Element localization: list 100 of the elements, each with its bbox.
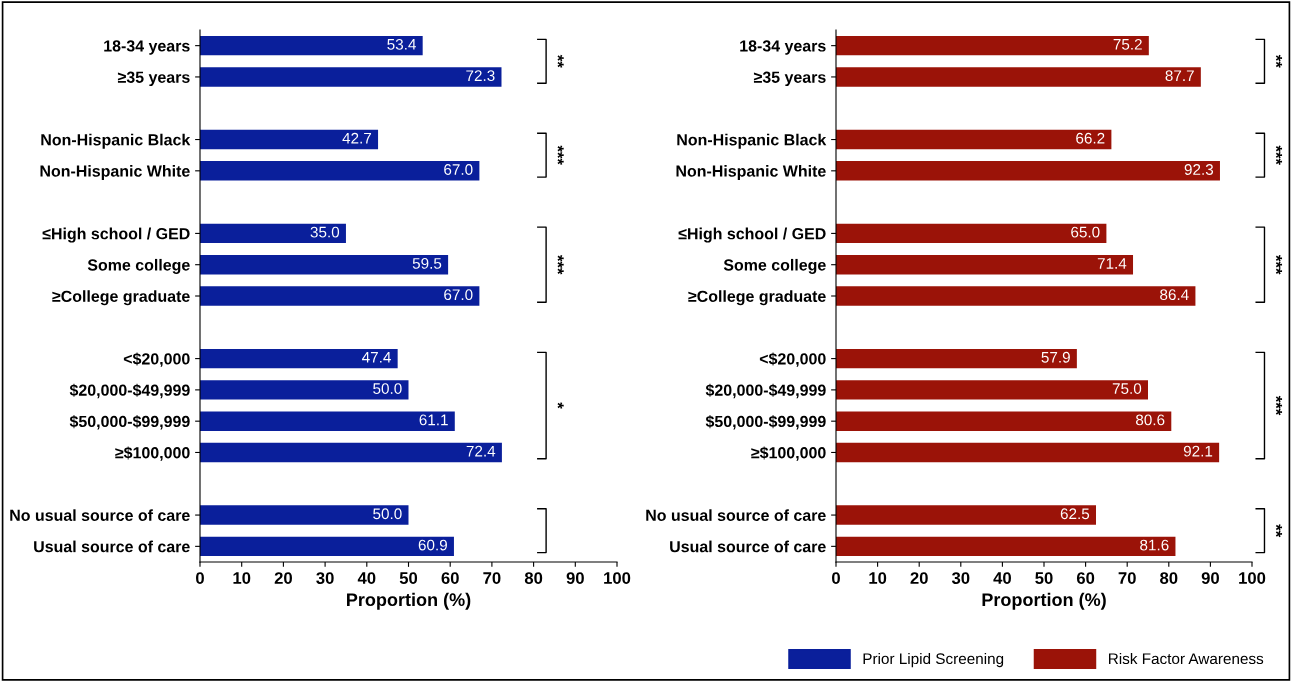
- bar: [200, 161, 480, 181]
- data-label: 42.7: [342, 132, 372, 144]
- x-tick-label: 40: [993, 572, 1011, 584]
- x-tick-label: 40: [357, 572, 376, 584]
- data-label: 61.1: [419, 414, 448, 426]
- bar: [200, 411, 455, 431]
- x-tick-label: 80: [1160, 572, 1178, 584]
- bar: [836, 161, 1220, 181]
- data-label: 66.2: [1076, 132, 1105, 144]
- x-axis-title: Proportion (%): [982, 592, 1106, 610]
- x-tick-label: 30: [316, 572, 334, 584]
- annotation: **: [557, 54, 564, 68]
- bar: [200, 129, 379, 150]
- y-tick-label: Usual source of care: [34, 540, 190, 553]
- bar: [200, 35, 423, 56]
- bar: [836, 536, 1176, 557]
- y-tick-label: 18-34 years: [740, 40, 826, 55]
- x-tick-label: 90: [1201, 572, 1219, 584]
- bar: [200, 286, 480, 306]
- y-tick-label: ≥35 years: [117, 71, 190, 87]
- y-tick-label: Some college: [87, 258, 190, 274]
- data-label: 65.0: [1071, 226, 1100, 238]
- x-tick-label: 20: [910, 572, 928, 584]
- x-axis-title: Proportion (%): [347, 592, 471, 610]
- bar: [836, 255, 1134, 275]
- data-label: 57.9: [1041, 351, 1070, 363]
- x-tick-label: 0: [832, 572, 840, 584]
- x-tick-label: 90: [566, 572, 584, 584]
- data-label: 71.4: [1097, 258, 1127, 269]
- legend-label: Risk Factor Awareness: [1109, 652, 1264, 665]
- data-label: 92.3: [1184, 164, 1214, 175]
- data-label: 50.0: [373, 508, 402, 520]
- y-tick-label: ≥$100,000: [751, 446, 826, 461]
- bar: [836, 67, 1201, 87]
- bar: [836, 286, 1196, 306]
- y-tick-label: ≥35 years: [753, 71, 826, 87]
- y-tick-label: Usual source of care: [670, 540, 826, 553]
- bar: [200, 536, 454, 557]
- data-label: 53.4: [387, 38, 416, 50]
- bar: [836, 505, 1096, 525]
- bar: [836, 380, 1148, 400]
- data-label: 67.0: [444, 164, 473, 175]
- data-label: 75.0: [1112, 383, 1142, 394]
- y-tick-label: No usual source of care: [10, 509, 190, 521]
- data-label: 35.0: [310, 226, 340, 238]
- x-tick-label: 20: [274, 572, 292, 584]
- x-tick-label: 0: [196, 572, 204, 584]
- text: ***: [1275, 255, 1283, 275]
- data-label: 72.3: [466, 70, 495, 82]
- bar: [200, 223, 346, 244]
- x-tick-label: 60: [441, 572, 459, 584]
- x-tick-label: 80: [524, 572, 543, 584]
- y-tick-label: Non-Hispanic Black: [41, 133, 191, 149]
- x-tick-label: 10: [869, 572, 887, 584]
- y-tick-label: 18-34 years: [104, 40, 190, 55]
- bar: [836, 348, 1077, 369]
- x-tick-label: 10: [233, 572, 251, 584]
- data-label: 92.1: [1183, 445, 1213, 457]
- bar: [836, 223, 1107, 244]
- annotation: ***: [557, 255, 564, 275]
- bar: [200, 505, 409, 525]
- annotation: *: [557, 402, 564, 409]
- data-label: 59.5: [412, 257, 442, 269]
- data-label: 81.6: [1140, 539, 1169, 551]
- bar: [836, 411, 1172, 431]
- y-tick-label: Non-Hispanic Black: [677, 133, 827, 149]
- bar: [200, 380, 409, 400]
- data-label: 72.4: [466, 445, 496, 457]
- data-label: 67.0: [444, 289, 473, 301]
- y-tick-label: <$20,000: [123, 352, 190, 367]
- x-tick-label: 70: [1118, 572, 1136, 584]
- bar: [836, 129, 1112, 150]
- y-tick-label: $20,000-$49,999: [69, 383, 190, 399]
- data-label: 86.4: [1160, 289, 1189, 301]
- data-label: 75.2: [1113, 38, 1142, 50]
- text: **: [1275, 524, 1283, 538]
- y-tick-label: ≥College graduate: [52, 290, 190, 306]
- y-tick-label: ≤High school / GED: [42, 227, 190, 243]
- y-tick-label: No usual source of care: [646, 509, 826, 521]
- y-tick-label: Non-Hispanic White: [676, 165, 826, 180]
- bar: [200, 255, 449, 275]
- x-tick-label: 100: [604, 572, 631, 584]
- y-tick-label: $20,000-$49,999: [705, 383, 826, 399]
- data-label: 87.7: [1165, 70, 1194, 82]
- bar: [836, 442, 1220, 463]
- x-tick-label: 50: [399, 572, 418, 584]
- y-tick-label: ≥$100,000: [115, 446, 190, 461]
- bar: [200, 67, 502, 87]
- x-tick-label: 30: [951, 572, 970, 584]
- x-tick-label: 50: [1035, 572, 1053, 584]
- bar: [200, 348, 398, 369]
- text: ***: [1275, 395, 1283, 416]
- bar: [836, 35, 1149, 56]
- data-label: 62.5: [1060, 508, 1090, 520]
- text: **: [1275, 54, 1283, 68]
- y-tick-label: Non-Hispanic White: [40, 165, 190, 180]
- data-label: 50.0: [373, 383, 402, 394]
- y-tick-label: ≤High school / GED: [678, 227, 826, 243]
- data-label: 47.4: [362, 352, 391, 363]
- y-tick-label: <$20,000: [759, 352, 826, 367]
